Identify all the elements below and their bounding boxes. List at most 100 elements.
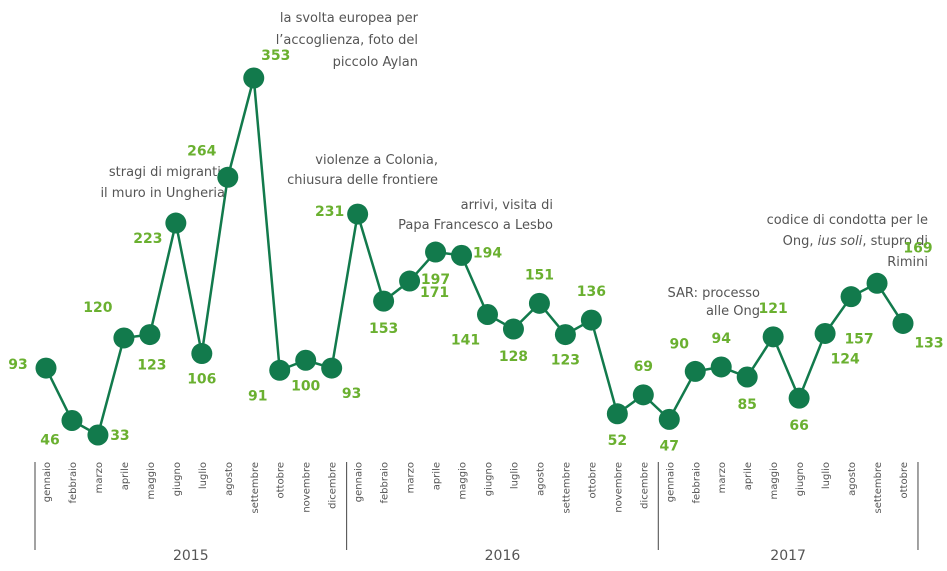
data-point: [425, 241, 447, 263]
data-point: [269, 359, 291, 381]
data-point: [113, 327, 135, 349]
x-tick-label: settembre: [561, 462, 572, 514]
annotation: Papa Francesco a Lesbo: [398, 218, 553, 233]
value-label: 46: [40, 432, 59, 448]
value-label: 93: [8, 357, 27, 373]
value-label: 47: [660, 438, 679, 454]
value-label: 153: [369, 321, 398, 337]
data-point: [528, 292, 550, 314]
x-tick-label: giugno: [172, 462, 183, 496]
data-point: [788, 387, 810, 409]
data-point: [35, 357, 57, 379]
x-tick-label: novembre: [302, 462, 313, 513]
annotation-text: violenze a Colonia,: [315, 153, 438, 168]
annotation: alle Ong: [706, 304, 760, 319]
annotation: la svolta europea per: [280, 11, 419, 26]
x-tick-label: maggio: [458, 462, 469, 499]
data-point: [814, 322, 836, 344]
annotation-text: piccolo Aylan: [333, 55, 418, 70]
x-tick-label: maggio: [146, 462, 157, 499]
value-label: 157: [844, 332, 873, 348]
year-label: 2016: [485, 548, 521, 564]
x-tick-label: aprile: [743, 462, 754, 490]
data-point: [61, 409, 83, 431]
x-tick-label: dicembre: [328, 462, 339, 509]
annotation: SAR: processo: [668, 286, 760, 301]
x-tick-label: aprile: [120, 462, 131, 490]
annotation: codice di condotta per le: [767, 213, 928, 228]
x-tick-label: dicembre: [639, 462, 650, 509]
value-label: 85: [737, 397, 756, 413]
annotation: Rimini: [887, 255, 928, 270]
value-label: 197: [421, 272, 450, 288]
x-tick-label: ottobre: [899, 462, 910, 498]
x-tick-label: marzo: [717, 462, 728, 493]
x-tick-label: maggio: [769, 462, 780, 499]
year-label: 2015: [173, 548, 209, 564]
value-label: 123: [551, 353, 580, 369]
data-point: [840, 286, 862, 308]
x-tick-label: giugno: [483, 462, 494, 496]
value-label: 151: [525, 267, 554, 283]
data-point: [866, 272, 888, 294]
x-tick-label: novembre: [613, 462, 624, 513]
x-tick-label: luglio: [198, 462, 209, 489]
data-point: [217, 166, 239, 188]
value-label: 121: [759, 301, 788, 317]
annotation-text: codice di condotta per le: [767, 213, 928, 228]
annotation-text: alle Ong: [706, 304, 760, 319]
value-label: 93: [342, 386, 361, 402]
annotation-text: arrivi, visita di: [461, 198, 553, 213]
value-label: 128: [499, 349, 528, 365]
x-tick-label: marzo: [406, 462, 417, 493]
annotation-text: la svolta europea per: [280, 11, 419, 26]
data-point: [502, 318, 524, 340]
x-tick-label: agosto: [224, 462, 235, 496]
x-tick-label: marzo: [94, 462, 105, 493]
x-tick-label: gennaio: [665, 462, 676, 502]
value-label: 194: [473, 245, 502, 261]
data-point: [295, 349, 317, 371]
annotation: chiusura delle frontiere: [287, 173, 438, 188]
value-label: 94: [711, 331, 731, 347]
annotation: il muro in Ungheria: [100, 186, 225, 201]
x-tick-label: aprile: [432, 462, 443, 490]
value-label: 106: [187, 372, 216, 388]
value-label: 100: [291, 378, 320, 394]
data-point: [476, 304, 498, 326]
data-point: [191, 343, 213, 365]
annotation-text: il muro in Ungheria: [100, 186, 225, 201]
value-label: 231: [315, 204, 344, 220]
annotation-text: chiusura delle frontiere: [287, 173, 438, 188]
value-label: 353: [261, 48, 290, 64]
annotation-text: , stupro di: [862, 234, 928, 249]
data-point: [347, 203, 369, 225]
value-label: 120: [83, 300, 112, 316]
x-tick-label: febbraio: [691, 462, 702, 504]
data-point: [736, 366, 758, 388]
data-point: [554, 324, 576, 346]
value-label: 141: [451, 333, 480, 349]
x-tick-label: giugno: [795, 462, 806, 496]
annotation-text: stragi di migranti,: [109, 165, 225, 180]
data-point: [892, 312, 914, 334]
data-point: [399, 270, 421, 292]
value-label: 33: [110, 428, 129, 444]
x-tick-label: ottobre: [276, 462, 287, 498]
annotation-text: SAR: processo: [668, 286, 760, 301]
x-tick-label: settembre: [873, 462, 884, 514]
data-point: [87, 424, 109, 446]
value-label: 136: [577, 284, 606, 300]
data-point: [632, 384, 654, 406]
x-tick-label: settembre: [250, 462, 261, 514]
year-label: 2017: [770, 548, 806, 564]
x-tick-label: luglio: [821, 462, 832, 489]
data-point: [684, 360, 706, 382]
x-tick-label: febbraio: [380, 462, 391, 504]
data-point: [139, 324, 161, 346]
annotation-text: ius soli: [818, 234, 863, 249]
x-tick-label: ottobre: [587, 462, 598, 498]
value-label: 52: [608, 433, 627, 449]
x-tick-label: luglio: [509, 462, 520, 489]
value-label: 123: [137, 358, 166, 374]
